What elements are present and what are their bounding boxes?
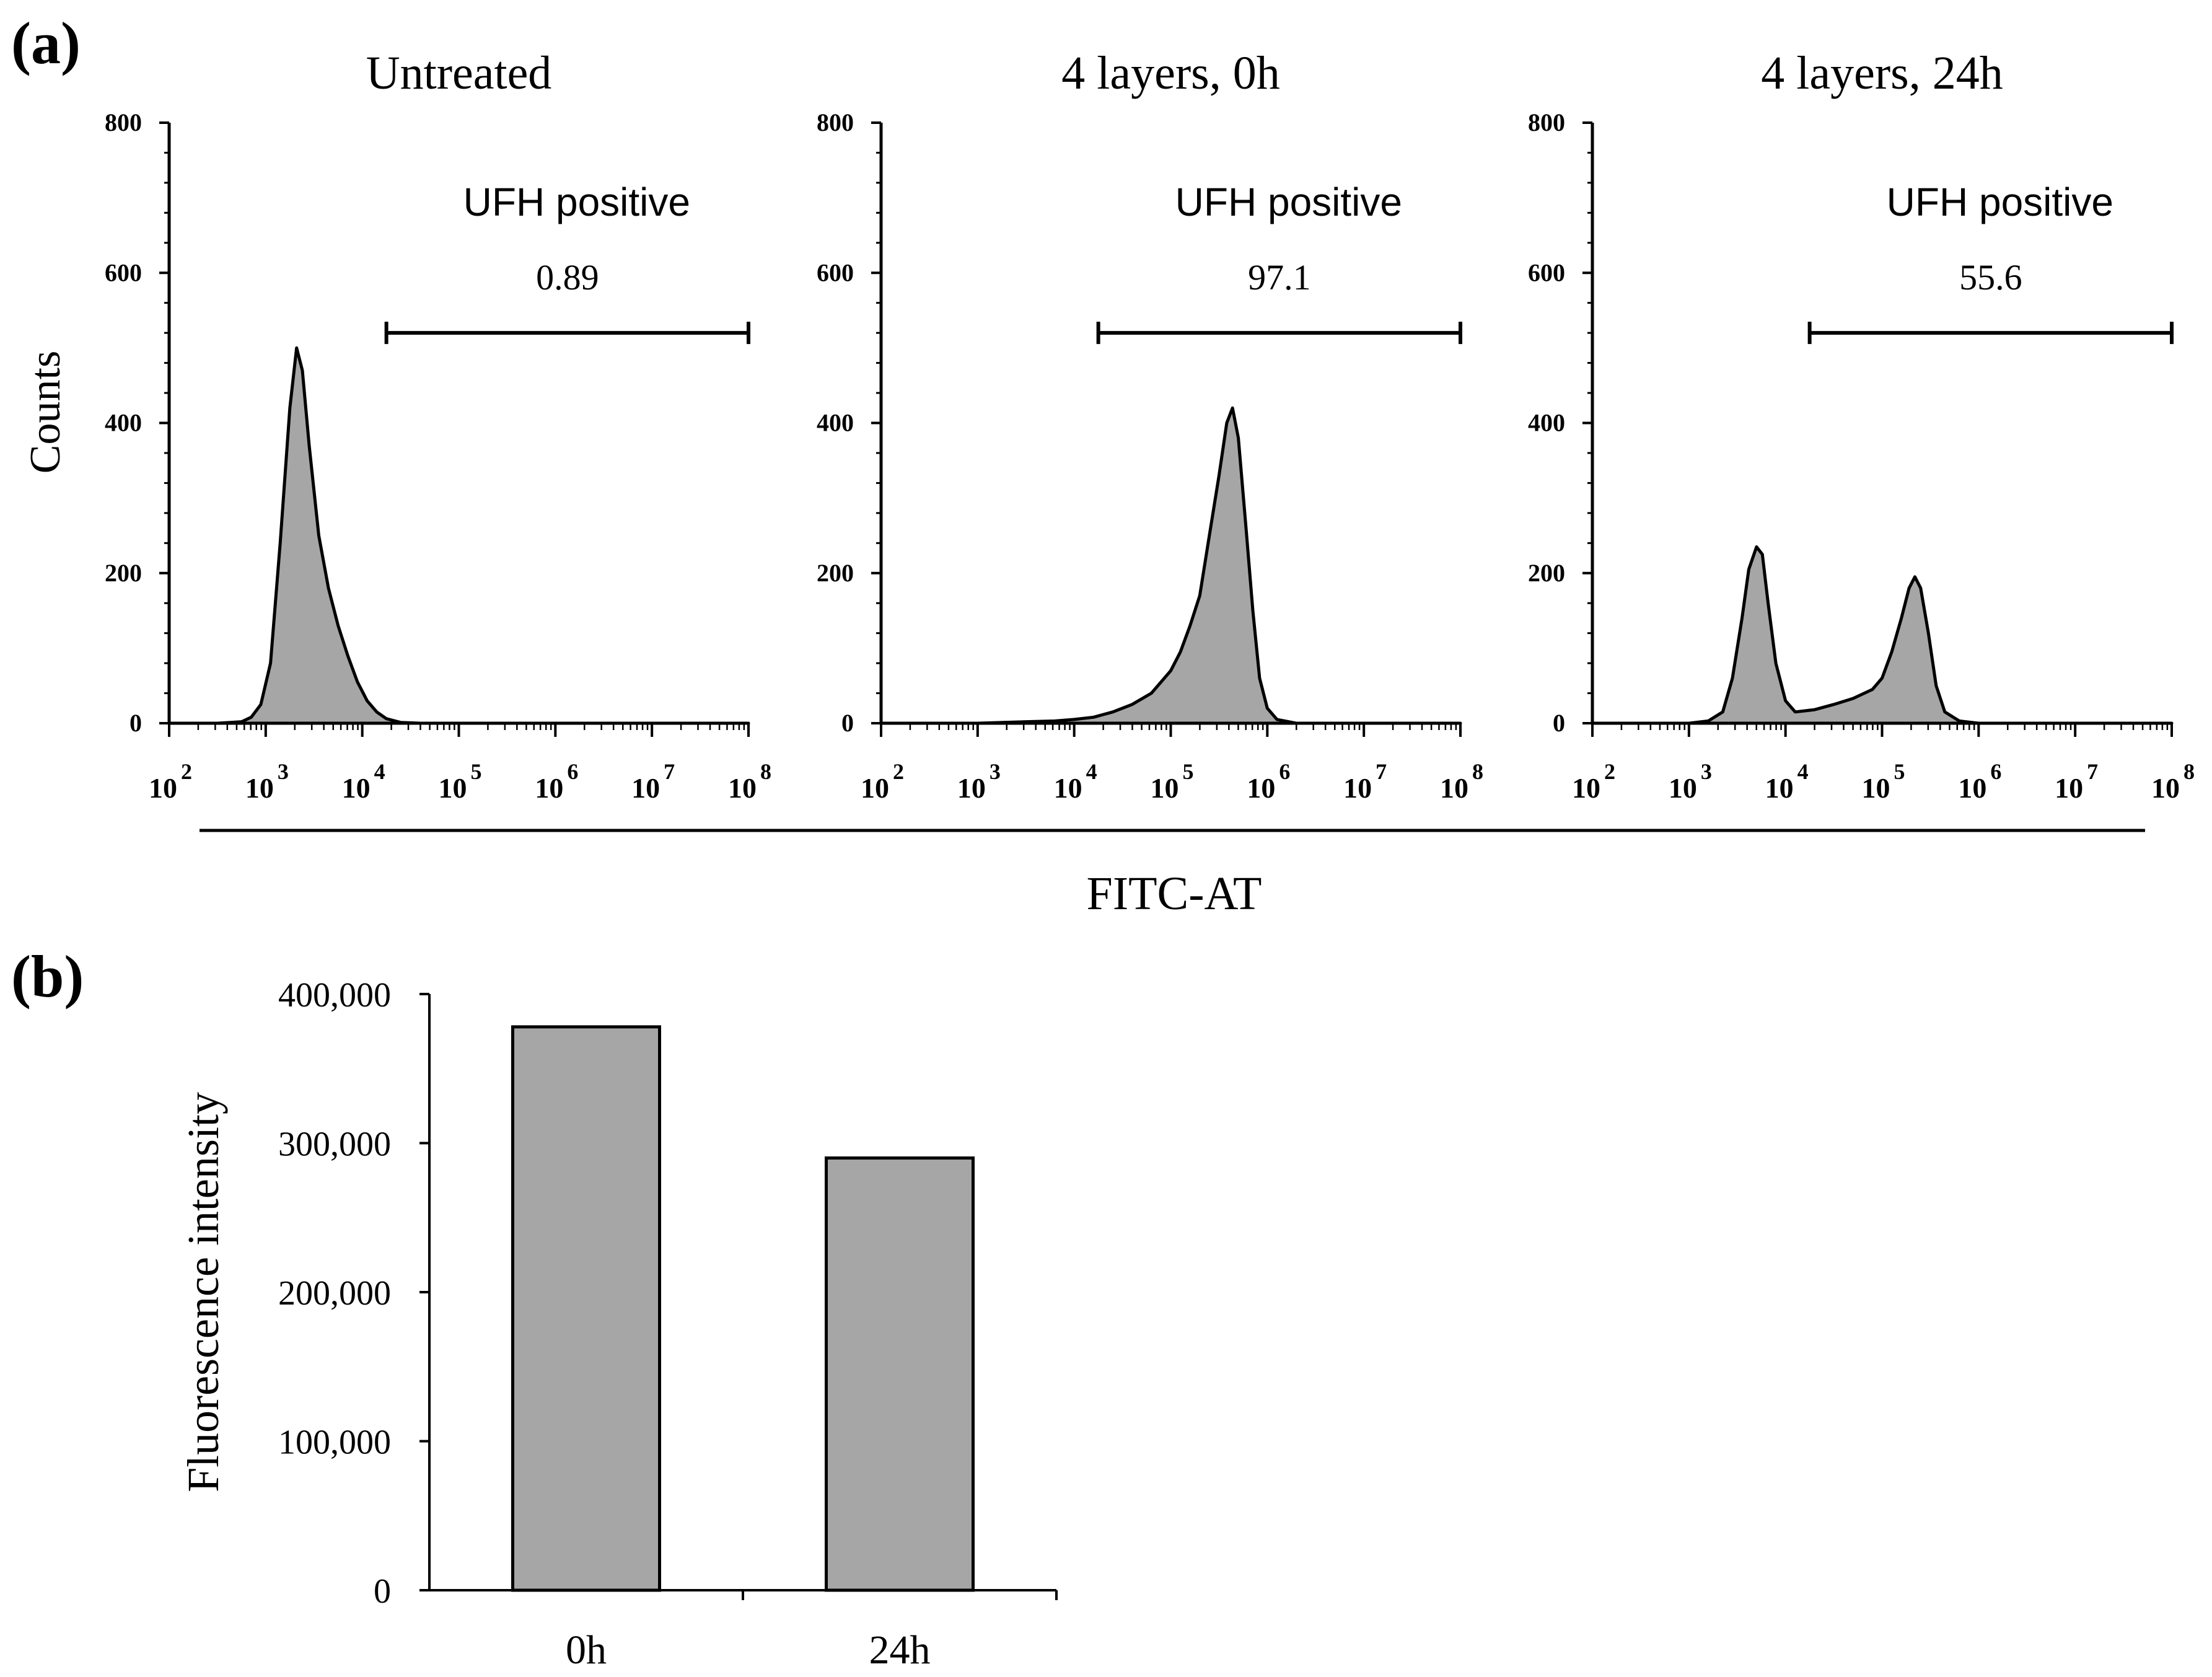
x-tick-label: 10 <box>861 772 889 804</box>
x-tick-label: 10 <box>245 772 274 804</box>
bar-y-tick-label: 100,000 <box>278 1424 391 1462</box>
y-tick-label: 600 <box>817 258 854 286</box>
x-tick-exponent: 4 <box>374 759 385 784</box>
bar-y-tick-label: 200,000 <box>278 1274 391 1313</box>
gate-value: 97.1 <box>1248 257 1311 297</box>
x-tick-label: 10 <box>1669 772 1697 804</box>
x-tick-exponent: 3 <box>1701 759 1712 784</box>
y-tick-label: 0 <box>1553 709 1565 737</box>
x-tick-exponent: 7 <box>664 759 675 784</box>
y-tick-label: 200 <box>817 559 854 587</box>
x-tick-label: 10 <box>2151 772 2180 804</box>
x-tick-exponent: 7 <box>2087 759 2098 784</box>
bar-0h <box>511 1025 661 1592</box>
histogram-area <box>1591 545 2174 725</box>
x-tick-label: 10 <box>1862 772 1890 804</box>
gate-value: 55.6 <box>1959 257 2022 297</box>
x-tick-label: 10 <box>149 772 177 804</box>
panel-title: Untreated <box>366 47 552 99</box>
x-tick-exponent: 5 <box>471 759 482 784</box>
gate-label: UFH positive <box>1175 180 1402 224</box>
bar-y-tick-label: 300,000 <box>278 1125 391 1164</box>
histogram-area <box>879 406 1462 725</box>
x-tick-label: 10 <box>1765 772 1794 804</box>
x-tick-label: 10 <box>1151 772 1179 804</box>
bar-y-axis-label: Fluorescence intensity <box>178 1092 228 1492</box>
x-tick-exponent: 2 <box>181 759 192 784</box>
histogram-0h: 4 layers, 0h0200400600800102103104105106… <box>817 47 1483 804</box>
histogram-24h: 4 layers, 24h020040060080010210310410510… <box>1528 47 2195 804</box>
x-tick-exponent: 3 <box>990 759 1001 784</box>
shared-xaxis-label: FITC-AT <box>1087 868 1262 920</box>
x-tick-exponent: 5 <box>1894 759 1905 784</box>
x-tick-exponent: 8 <box>760 759 771 784</box>
x-tick-exponent: 4 <box>1086 759 1097 784</box>
x-tick-exponent: 6 <box>1279 759 1290 784</box>
x-tick-label: 10 <box>728 772 757 804</box>
y-tick-label: 600 <box>105 258 142 286</box>
x-tick-exponent: 4 <box>1797 759 1809 784</box>
bar-category-label: 0h <box>566 1627 607 1673</box>
gate-label: UFH positive <box>463 180 690 224</box>
y-tick-label: 800 <box>1528 108 1565 136</box>
y-tick-label: 800 <box>817 108 854 136</box>
x-tick-label: 10 <box>1247 772 1275 804</box>
histogram-untreated: Untreated0200400600800102103104105106107… <box>105 47 771 804</box>
gate-label: UFH positive <box>1887 180 2113 224</box>
panel-title: 4 layers, 24h <box>1761 47 2003 99</box>
x-tick-exponent: 8 <box>2183 759 2195 784</box>
gate-value: 0.89 <box>536 257 599 297</box>
counts-axis-label: Counts <box>22 351 69 473</box>
y-tick-label: 600 <box>1528 258 1565 286</box>
x-tick-exponent: 8 <box>1472 759 1483 784</box>
x-tick-exponent: 7 <box>1376 759 1387 784</box>
x-tick-exponent: 3 <box>278 759 289 784</box>
x-tick-exponent: 2 <box>1604 759 1615 784</box>
bar-chart: Fluorescence intensity 0 100,000 200,000 300… <box>178 976 1058 1673</box>
x-tick-label: 10 <box>1572 772 1600 804</box>
y-tick-label: 0 <box>129 709 142 737</box>
bar-category-label: 24h <box>869 1627 931 1673</box>
bar-y-tick-label: 400,000 <box>278 976 391 1015</box>
x-tick-label: 10 <box>342 772 371 804</box>
x-tick-label: 10 <box>1054 772 1082 804</box>
x-tick-label: 10 <box>631 772 660 804</box>
x-tick-label: 10 <box>1958 772 1986 804</box>
bar-y-tick-label: 0 <box>374 1572 391 1611</box>
x-tick-exponent: 5 <box>1183 759 1194 784</box>
panel-b-label: (b) <box>11 943 84 1010</box>
bar-24h <box>825 1156 975 1592</box>
x-tick-label: 10 <box>535 772 563 804</box>
x-tick-exponent: 6 <box>1990 759 2001 784</box>
x-tick-label: 10 <box>1343 772 1372 804</box>
y-tick-label: 800 <box>105 108 142 136</box>
x-tick-label: 10 <box>957 772 986 804</box>
panel-title: 4 layers, 0h <box>1061 47 1279 99</box>
y-tick-label: 200 <box>105 559 142 587</box>
x-tick-label: 10 <box>2055 772 2083 804</box>
panel-a-label: (a) <box>11 10 81 76</box>
y-tick-label: 400 <box>817 409 854 437</box>
y-tick-label: 400 <box>105 409 142 437</box>
x-tick-label: 10 <box>439 772 467 804</box>
x-tick-exponent: 6 <box>567 759 578 784</box>
y-tick-label: 0 <box>841 709 854 737</box>
y-tick-label: 400 <box>1528 409 1565 437</box>
y-tick-label: 200 <box>1528 559 1565 587</box>
histogram-area <box>167 346 750 725</box>
x-tick-label: 10 <box>1440 772 1468 804</box>
x-tick-exponent: 2 <box>893 759 904 784</box>
